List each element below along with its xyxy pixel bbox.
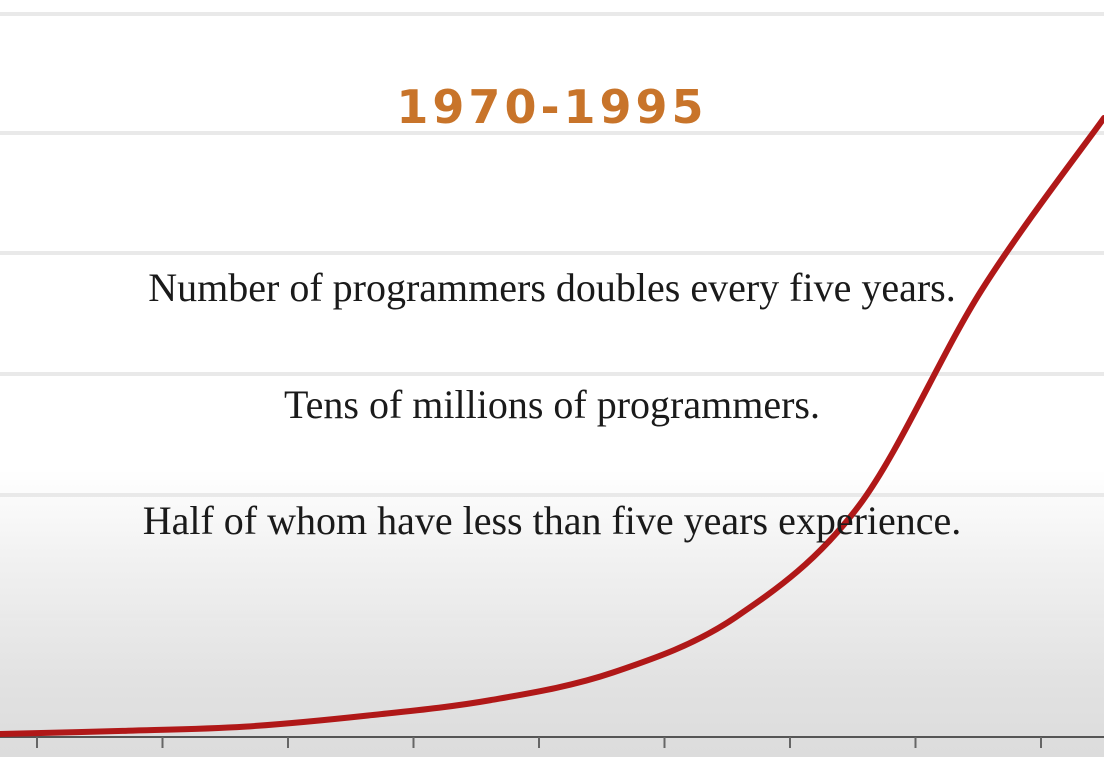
statement-doubling: Number of programmers doubles every five… — [148, 265, 956, 310]
statement-experience: Half of whom have less than five years e… — [142, 498, 962, 543]
x-axis-ticks — [36, 737, 1042, 748]
gridline — [0, 372, 1104, 376]
gridline — [0, 614, 1104, 618]
gridline — [0, 12, 1104, 16]
gridline — [0, 251, 1104, 255]
slide-title: 1970-1995 — [396, 80, 708, 134]
growth-curve — [0, 115, 1104, 737]
statement-tens-of-millions: Tens of millions of programmers. — [284, 382, 820, 427]
gridline — [0, 131, 1104, 135]
gridline — [0, 493, 1104, 497]
